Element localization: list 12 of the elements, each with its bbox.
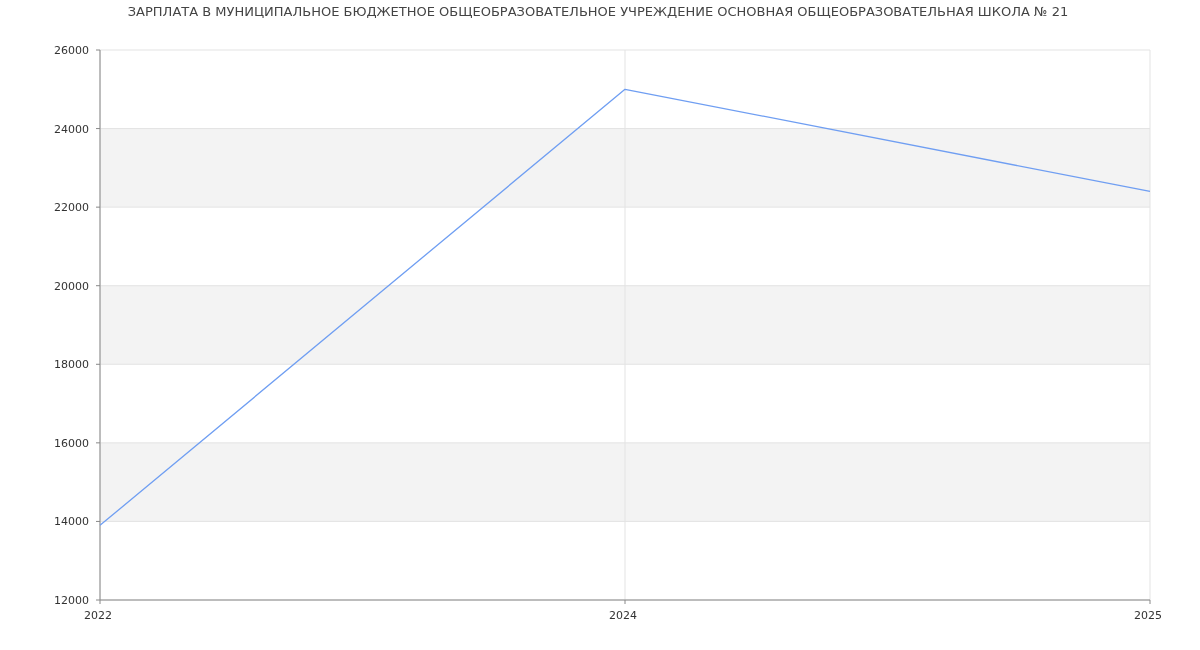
y-tick-label: 16000 [54,436,89,450]
y-tick-label: 26000 [54,44,89,57]
x-tick-label: 2022 [84,609,112,622]
x-tick-label: 2025 [1134,609,1162,622]
y-tick-label: 22000 [54,201,89,215]
y-tick-label: 24000 [54,122,89,136]
x-tick-label: 2024 [609,609,637,622]
y-tick-label: 14000 [54,515,89,529]
y-tick-label: 18000 [54,358,89,372]
y-tick-label: 12000 [54,594,89,607]
y-tick-label: 20000 [54,279,89,293]
chart-title: ЗАРПЛАТА В МУНИЦИПАЛЬНОЕ БЮДЖЕТНОЕ ОБЩЕОБРАЗОВАТЕЛЬНОЕ УЧРЕЖДЕНИЕ ОСНОВНАЯ ОБЩЕОБРАЗОВАТЕЛЬНАЯ ШКОЛА № 21 [127,4,1069,19]
